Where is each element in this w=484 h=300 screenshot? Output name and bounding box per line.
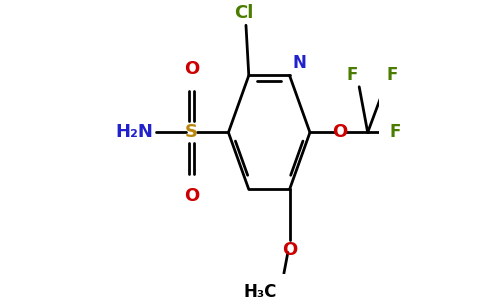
Text: N: N: [293, 54, 307, 72]
Text: F: F: [386, 66, 398, 84]
Text: F: F: [346, 66, 358, 84]
Text: F: F: [389, 123, 401, 141]
Text: S: S: [185, 123, 198, 141]
Text: Cl: Cl: [235, 4, 254, 22]
Text: O: O: [184, 187, 199, 205]
Text: H₂N: H₂N: [115, 123, 153, 141]
Text: H₃C: H₃C: [244, 284, 277, 300]
Text: O: O: [282, 242, 297, 260]
Text: O: O: [332, 123, 347, 141]
Text: O: O: [184, 60, 199, 78]
